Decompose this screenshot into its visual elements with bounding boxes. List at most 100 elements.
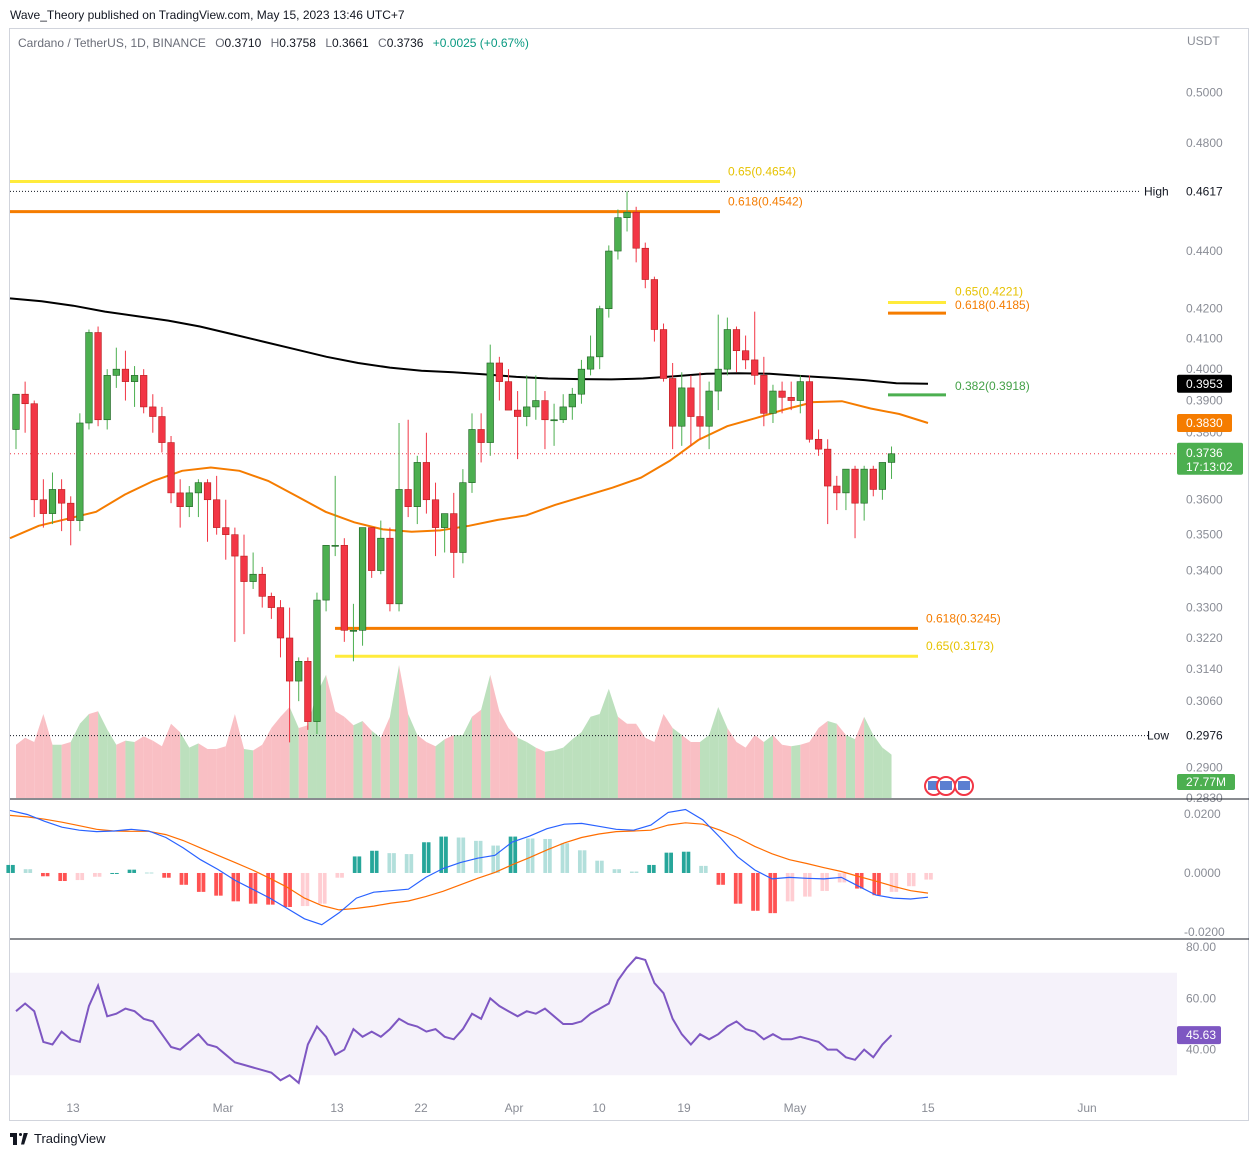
volume-bar	[326, 674, 336, 798]
macd-histogram-bar	[647, 864, 652, 873]
low-label: Low	[1147, 729, 1169, 743]
low-label: L	[325, 36, 332, 50]
macd-histogram-bar	[582, 850, 587, 873]
macd-histogram-bar	[80, 872, 85, 881]
event-flag-icon-fill	[958, 781, 970, 790]
volume-bar	[143, 736, 153, 798]
macd-histogram-bar	[855, 872, 859, 889]
macd-histogram-bar	[681, 851, 686, 873]
volume-bar	[353, 721, 363, 798]
candle-body	[267, 596, 275, 608]
candle-body	[887, 453, 896, 463]
volume-bar	[636, 723, 646, 798]
volume-bar	[827, 721, 837, 798]
candle-body	[577, 368, 586, 395]
macd-histogram-bar	[335, 872, 340, 878]
macd-histogram-bar	[872, 872, 877, 896]
candle-body	[659, 329, 668, 379]
close-value: 0.3736	[386, 36, 424, 50]
candle-body	[614, 217, 622, 252]
candle-body	[249, 573, 257, 582]
volume-series	[16, 665, 892, 798]
candle-body	[504, 381, 513, 411]
macd-histogram-bar	[283, 872, 288, 908]
candle-body	[596, 308, 604, 358]
macd-histogram-bar	[820, 872, 825, 891]
macd-histogram-bar	[664, 852, 669, 873]
candle-body	[377, 537, 385, 571]
volume-bar	[654, 714, 664, 798]
ma200-line	[9, 297, 929, 385]
macd-histogram-bar	[842, 872, 847, 883]
macd-histogram-bar	[62, 872, 67, 882]
macd-histogram-bar	[149, 872, 154, 874]
volume-bar	[271, 716, 281, 798]
price-tick-label: 0.4100	[1186, 332, 1223, 346]
macd-histogram-bar	[184, 872, 189, 885]
candle-body	[39, 499, 47, 514]
volume-bar	[481, 674, 491, 798]
volume-bar	[262, 728, 272, 798]
time-tick-label: May	[784, 1101, 807, 1115]
macd-histogram-bar	[807, 872, 812, 897]
volume-bar	[745, 735, 755, 798]
volume-bar	[700, 735, 710, 798]
macd-histogram-bar	[253, 872, 258, 904]
macd-histogram-bar	[426, 842, 431, 873]
macd-histogram-bar	[825, 872, 829, 891]
macd-histogram-bar	[374, 850, 379, 873]
fib-label: 0.65(0.4654)	[728, 164, 796, 178]
volume-bar	[52, 744, 62, 798]
time-tick-label: 10	[592, 1101, 606, 1115]
price-tick-label: 0.4000	[1186, 362, 1223, 376]
volume-bar	[116, 740, 126, 798]
macd-histogram-bar	[859, 872, 864, 889]
volume-bar	[389, 665, 400, 798]
publisher-line: Wave_Theory published on TradingView.com…	[10, 8, 405, 22]
macd-histogram-bar	[340, 872, 344, 878]
macd-histogram-bar	[166, 872, 171, 878]
rsi-tick-label: 80.00	[1186, 940, 1216, 954]
fib-label: 0.65(0.4221)	[955, 285, 1023, 299]
volume-bar	[882, 747, 892, 798]
macd-histogram-bar	[318, 872, 322, 904]
macd-histogram-bar	[894, 872, 899, 892]
macd-histogram-bar	[58, 872, 63, 882]
volume-bar	[845, 735, 856, 798]
macd-histogram-bar	[495, 845, 500, 873]
volume-bar	[791, 744, 801, 798]
volume-bar	[253, 744, 263, 798]
rsi-band	[10, 972, 1177, 1076]
rsi-line	[15, 956, 893, 1085]
volume-bar	[499, 711, 509, 798]
ema50-tag-bg	[1177, 413, 1232, 432]
time-tick-label: Mar	[213, 1101, 234, 1115]
candle-body	[313, 599, 321, 722]
volume-bar	[627, 723, 637, 798]
candle-body	[331, 545, 339, 547]
volume-bar	[298, 725, 308, 798]
volume-bar	[590, 714, 600, 798]
volume-bar	[736, 742, 746, 798]
event-flag-icon-fill	[940, 781, 952, 790]
time-axis: 13 Mar 13 22 Apr 10 19 May 15 Jun	[66, 1101, 1096, 1115]
symbol-title[interactable]: Cardano / TetherUS, 1D, BINANCE	[18, 36, 206, 50]
rsi-tag-bg	[1177, 1026, 1221, 1045]
macd-histogram-bar	[595, 860, 600, 873]
time-tick-label: 13	[330, 1101, 344, 1115]
price-tick-label: 0.3500	[1186, 528, 1223, 542]
low-value: 0.2976	[1186, 729, 1223, 743]
macd-histogram-bar	[738, 872, 743, 904]
footer-brand[interactable]: TradingView	[10, 1131, 106, 1146]
macd-histogram-bar	[599, 860, 604, 873]
symbol-legend: Cardano / TetherUS, 1D, BINANCE O0.3710 …	[18, 36, 529, 50]
macd-histogram-bar	[790, 872, 795, 902]
volume-bar	[599, 688, 609, 798]
candle-body	[349, 630, 358, 632]
candle-body	[796, 381, 804, 401]
macd-histogram-bar	[526, 838, 530, 873]
candle-body	[203, 482, 212, 501]
price-tick-label: 0.4200	[1186, 302, 1223, 316]
ma200-tag-bg	[1177, 374, 1232, 393]
